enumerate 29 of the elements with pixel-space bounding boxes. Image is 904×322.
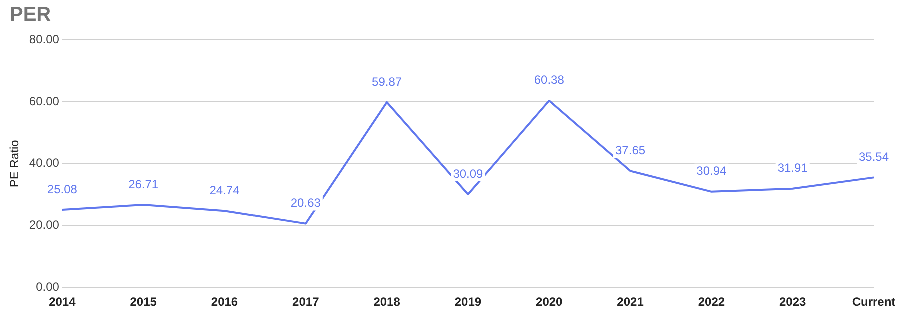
y-tick-label: 60.00 xyxy=(29,94,60,108)
data-label: 35.54 xyxy=(858,150,890,164)
x-tick-label: 2023 xyxy=(779,295,807,310)
x-tick-label: 2022 xyxy=(698,295,726,310)
data-label: 24.74 xyxy=(210,183,240,198)
y-tick-label: 0.00 xyxy=(36,280,60,294)
x-tick-label: 2017 xyxy=(292,295,320,310)
x-tick-label: Current xyxy=(852,295,896,310)
chart-title: PER xyxy=(10,4,52,27)
x-tick-label: 2018 xyxy=(374,295,401,310)
data-label: 60.38 xyxy=(534,73,565,88)
data-label: 59.87 xyxy=(372,74,402,89)
x-tick-label: 2019 xyxy=(454,295,482,310)
y-tick-label: 20.00 xyxy=(29,218,60,232)
y-axis-title: PE Ratio xyxy=(8,140,22,188)
x-tick-label: 2015 xyxy=(130,295,158,310)
data-label: 30.09 xyxy=(453,166,484,181)
data-label: 25.08 xyxy=(47,182,78,196)
y-tick-label: 80.00 xyxy=(29,32,60,47)
x-tick-label: 2020 xyxy=(536,295,564,310)
data-label: 30.94 xyxy=(696,164,728,178)
data-label: 20.63 xyxy=(290,196,322,210)
y-tick-label: 40.00 xyxy=(29,156,60,170)
x-tick-label: 2016 xyxy=(211,295,238,310)
x-tick-label: 2021 xyxy=(617,295,644,310)
data-label: 37.65 xyxy=(616,143,646,158)
x-tick-label: 2014 xyxy=(49,295,76,310)
data-label: 26.71 xyxy=(128,177,159,192)
data-label: 31.91 xyxy=(778,161,808,176)
